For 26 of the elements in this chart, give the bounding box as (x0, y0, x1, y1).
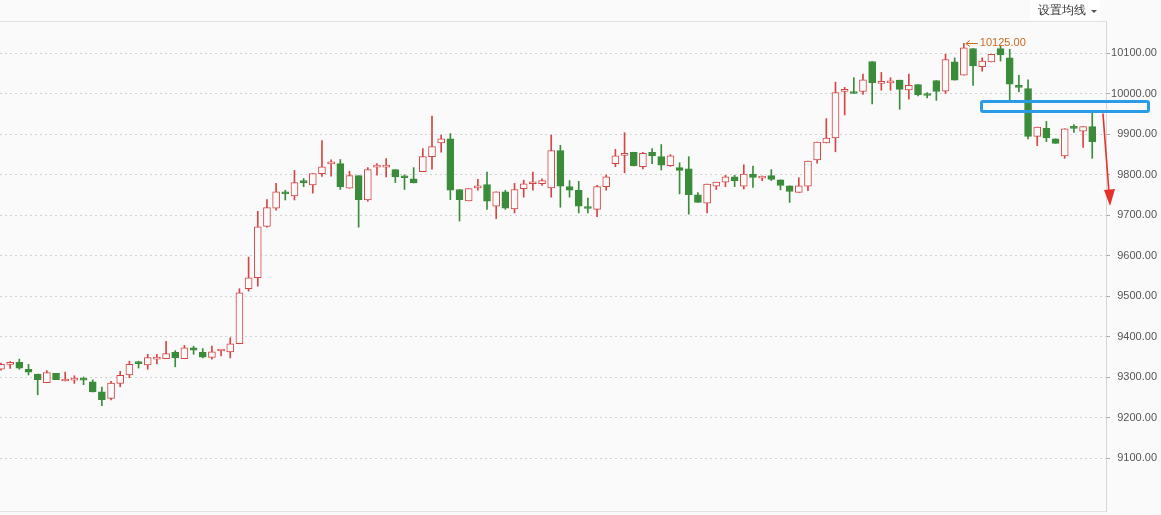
candlestick (849, 77, 858, 94)
y-tick-label: 9800.00 (1117, 167, 1157, 180)
candlestick (905, 73, 913, 100)
candlestick (1015, 74, 1023, 93)
candlestick (648, 148, 656, 164)
candlestick (1079, 126, 1087, 148)
candlestick (749, 165, 757, 188)
y-tick-label: 9900.00 (1117, 127, 1157, 140)
candlestick (318, 140, 326, 177)
y-tick-label: 9700.00 (1117, 208, 1157, 221)
y-tick-label: 9600.00 (1117, 248, 1157, 261)
y-tick-label: 9500.00 (1117, 289, 1157, 302)
candlestick (382, 158, 390, 178)
candlestick (584, 197, 592, 214)
text: 设置均线 (1038, 3, 1086, 17)
annotation: 10125.00 (979, 35, 1026, 48)
candlestick (373, 163, 381, 176)
y-tick-label: 10000.00 (1111, 86, 1157, 99)
y-tick-label: 9200.00 (1117, 410, 1157, 423)
y-tick-label: 9100.00 (1117, 451, 1157, 464)
candlestick (822, 118, 831, 144)
y-tick-label: 9400.00 (1117, 329, 1157, 342)
y-tick-label: 10100.00 (1111, 46, 1157, 59)
candlestick (529, 171, 537, 191)
candlestick (428, 115, 436, 170)
y-tick-label: 9300.00 (1117, 370, 1157, 383)
